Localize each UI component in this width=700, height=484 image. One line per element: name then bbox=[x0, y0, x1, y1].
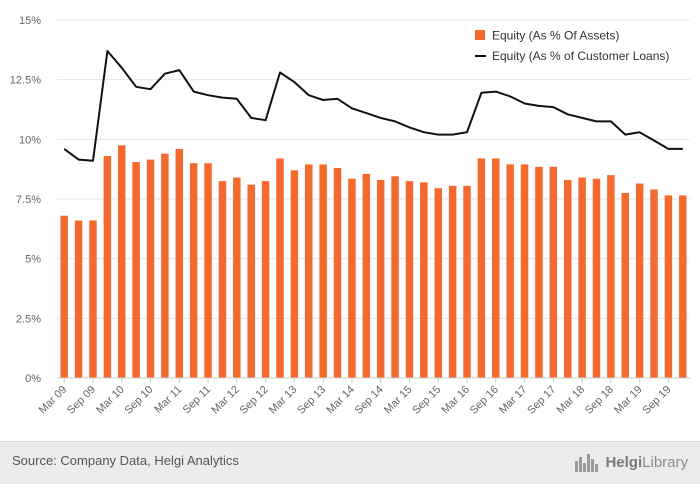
bar-assets bbox=[506, 164, 513, 378]
bar-assets bbox=[593, 179, 600, 378]
legend-label-customer-loans: Equity (As % of Customer Loans) bbox=[492, 49, 669, 63]
logo-text-helgi: Helgi bbox=[605, 454, 642, 471]
x-tick-label: Sep 17 bbox=[525, 384, 558, 417]
bar-assets bbox=[622, 193, 629, 378]
bar-assets bbox=[291, 170, 298, 378]
bar-assets bbox=[204, 163, 211, 378]
bar-assets bbox=[262, 181, 269, 378]
bar-assets bbox=[147, 160, 154, 378]
x-tick-label: Sep 11 bbox=[181, 384, 214, 417]
bar-assets bbox=[679, 195, 686, 378]
bar-assets bbox=[104, 156, 111, 378]
bar-assets bbox=[319, 164, 326, 378]
source-note: Source: Company Data, Helgi Analytics bbox=[12, 453, 239, 468]
bar-assets bbox=[564, 180, 571, 378]
bar-assets bbox=[521, 164, 528, 378]
x-tick-label: Sep 13 bbox=[295, 384, 328, 417]
bar-assets bbox=[190, 163, 197, 378]
bar-assets bbox=[650, 189, 657, 378]
x-tick-label: Mar 17 bbox=[497, 384, 530, 417]
x-tick-label: Sep 12 bbox=[238, 384, 271, 417]
x-tick-label: Sep 09 bbox=[65, 384, 98, 417]
bar-assets bbox=[305, 164, 312, 378]
x-tick-label: Mar 19 bbox=[612, 384, 645, 417]
bar-assets bbox=[420, 182, 427, 378]
bar-assets bbox=[406, 181, 413, 378]
bar-assets bbox=[132, 162, 139, 378]
bar-assets bbox=[478, 158, 485, 378]
bar-assets bbox=[434, 188, 441, 378]
x-tick-label: Mar 13 bbox=[267, 384, 300, 417]
bar-assets bbox=[363, 174, 370, 378]
bar-assets bbox=[89, 220, 96, 378]
bar-assets bbox=[176, 149, 183, 378]
x-tick-label: Mar 11 bbox=[152, 384, 184, 416]
x-tick-label: Sep 10 bbox=[122, 384, 155, 417]
bar-assets bbox=[391, 176, 398, 378]
bar-assets bbox=[463, 186, 470, 378]
footer: Source: Company Data, Helgi Analytics He… bbox=[0, 441, 700, 484]
x-tick-label: Sep 15 bbox=[410, 384, 443, 417]
legend-swatch-assets bbox=[475, 30, 485, 40]
bar-assets bbox=[665, 195, 672, 378]
x-tick-label: Mar 10 bbox=[94, 384, 127, 417]
bar-assets bbox=[161, 154, 168, 378]
line-series-customer-loans bbox=[64, 51, 683, 161]
y-tick-label: 5% bbox=[25, 254, 41, 266]
bar-assets bbox=[449, 186, 456, 378]
x-tick-label: Mar 16 bbox=[439, 384, 472, 417]
y-tick-label: 0% bbox=[25, 373, 41, 385]
bar-assets bbox=[636, 183, 643, 378]
bar-assets bbox=[578, 178, 585, 378]
bar-assets bbox=[118, 145, 125, 378]
bar-assets bbox=[492, 158, 499, 378]
x-tick-label: Mar 15 bbox=[382, 384, 415, 417]
y-axis: 0% 2.5% 5% 7.5% 10% 12.5% 15% bbox=[10, 15, 41, 385]
x-tick-label: Mar 09 bbox=[37, 384, 70, 417]
bar-series-assets bbox=[60, 145, 686, 378]
bar-assets bbox=[535, 167, 542, 378]
x-tick-label: Mar 18 bbox=[555, 384, 588, 417]
bar-assets bbox=[247, 185, 254, 378]
bar-assets bbox=[607, 175, 614, 378]
x-tick-label: Sep 18 bbox=[583, 384, 616, 417]
bar-assets bbox=[348, 179, 355, 378]
x-tick-label: Sep 14 bbox=[353, 384, 386, 417]
bar-assets bbox=[377, 180, 384, 378]
x-tick-label: Mar 14 bbox=[324, 384, 357, 417]
y-tick-label: 12.5% bbox=[10, 75, 41, 87]
x-tick-label: Sep 16 bbox=[468, 384, 501, 417]
y-tick-label: 15% bbox=[19, 15, 41, 27]
bar-assets bbox=[334, 168, 341, 378]
city-skyline-icon bbox=[574, 451, 600, 473]
bar-assets bbox=[219, 181, 226, 378]
y-tick-label: 10% bbox=[19, 134, 41, 146]
bar-assets bbox=[233, 178, 240, 378]
legend: Equity (As % Of Assets) Equity (As % of … bbox=[475, 29, 669, 64]
x-tick-label: Mar 12 bbox=[209, 384, 242, 417]
line-customer-loans bbox=[64, 51, 683, 161]
bar-assets bbox=[60, 216, 67, 378]
bar-assets bbox=[75, 220, 82, 378]
legend-label-assets: Equity (As % Of Assets) bbox=[492, 29, 619, 43]
logo-text-library: Library bbox=[642, 454, 688, 471]
bar-assets bbox=[550, 167, 557, 378]
y-tick-label: 2.5% bbox=[16, 313, 41, 325]
bar-assets bbox=[276, 158, 283, 378]
x-tick-label: Sep 19 bbox=[640, 384, 673, 417]
y-tick-label: 7.5% bbox=[16, 194, 41, 206]
